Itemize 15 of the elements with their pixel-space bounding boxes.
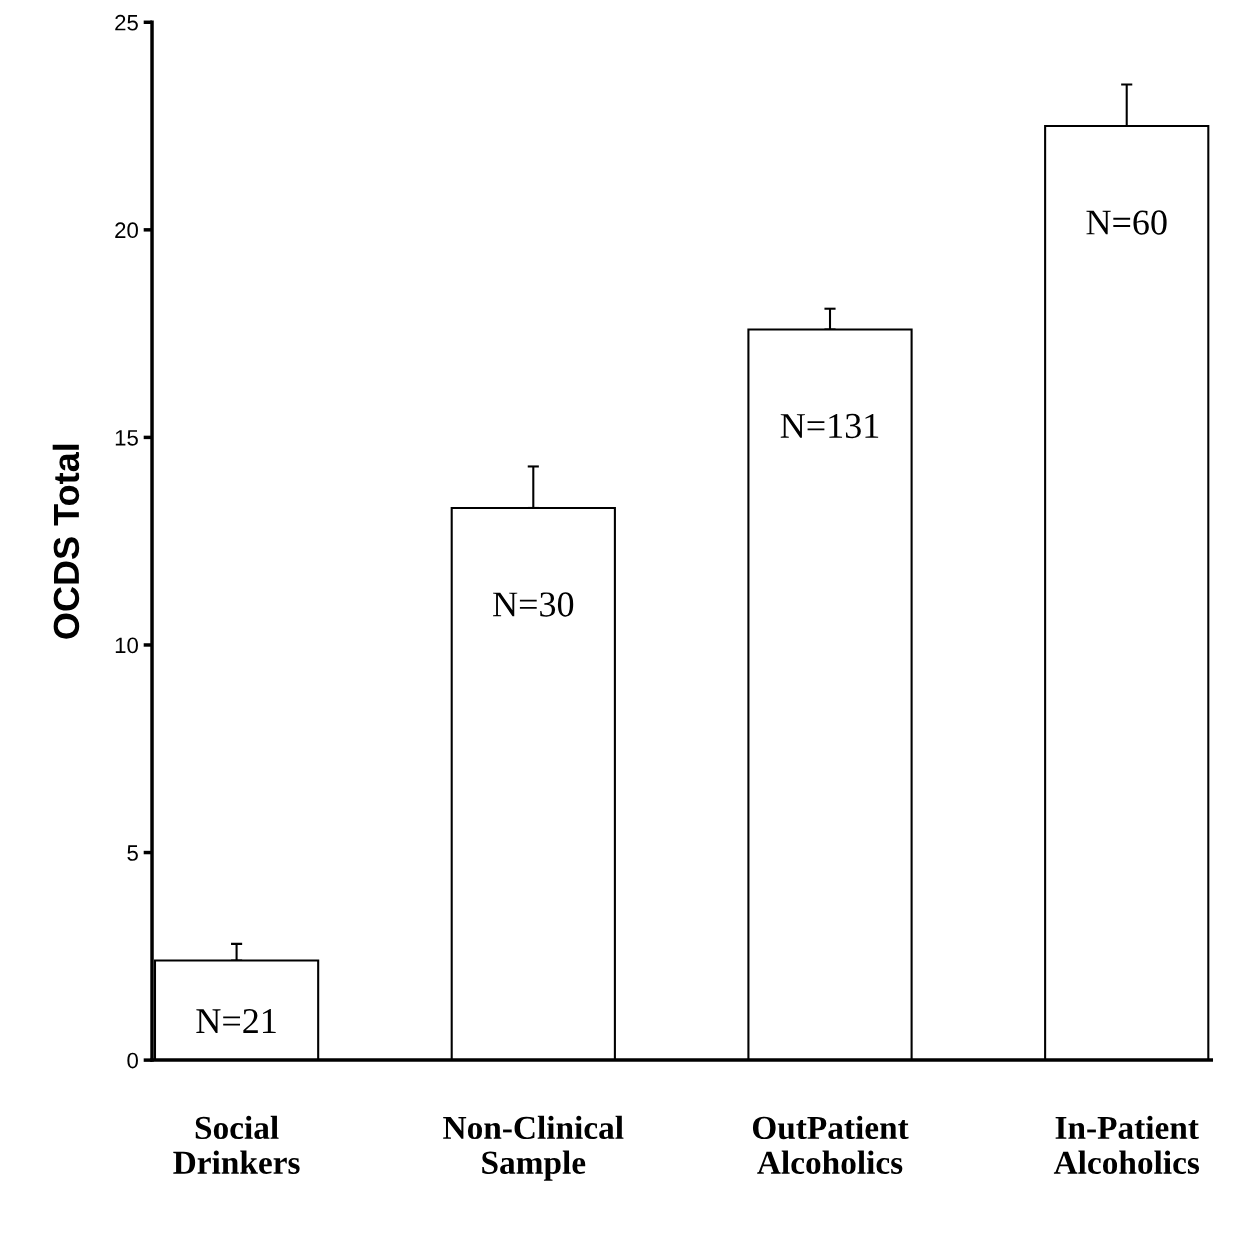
x-tick-label: OutPatient Alcoholics [752,1115,909,1174]
x-tick-label: In-Patient Alcoholics [1053,1115,1200,1174]
y-tick-label: 10 [115,637,138,654]
annotation: N=131 [780,413,879,439]
x-tick-label: Social Drinkers [173,1115,300,1174]
annotation: N=30 [493,592,574,617]
y-axis-title: OCDS Total [52,444,80,639]
annotation: N=60 [1086,210,1167,235]
annotation: N=21 [196,1009,276,1033]
x-tick-label: Non-Clinical Sample [443,1115,624,1181]
y-tick-label: 25 [115,14,138,31]
y-tick-label: 0 [127,1052,138,1069]
y-tick-label: 15 [115,430,138,446]
y-tick-label: 20 [115,222,138,239]
y-tick-label: 5 [127,845,138,861]
